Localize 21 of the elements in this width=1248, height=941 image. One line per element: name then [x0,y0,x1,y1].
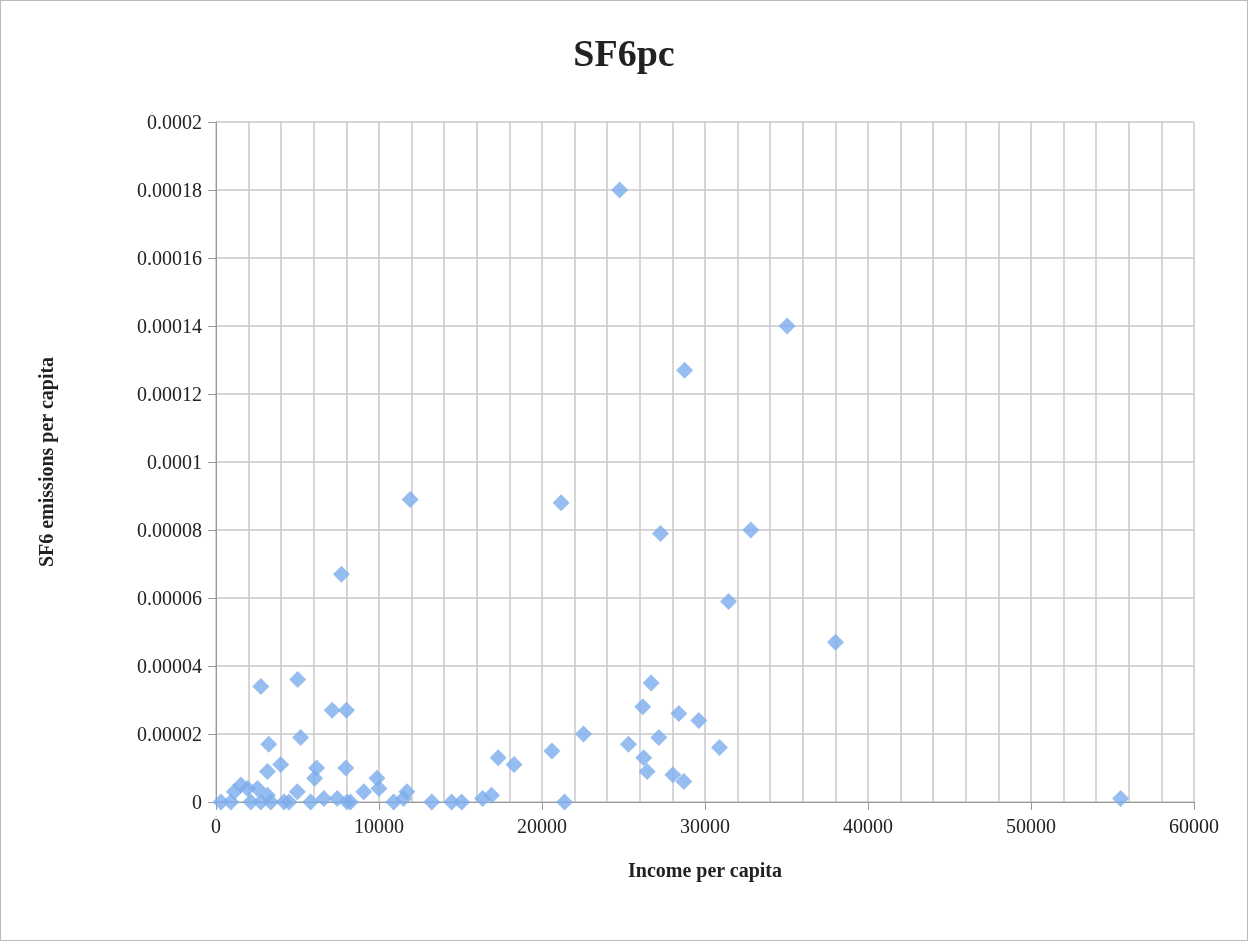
x-tick-label: 30000 [680,815,730,837]
y-tick-label: 0.00004 [137,655,202,677]
y-tick-label: 0.00008 [137,519,202,541]
x-tick-label: 10000 [354,815,404,837]
x-tick-label: 0 [211,815,221,837]
y-tick-label: 0 [192,791,202,813]
x-axis-title: Income per capita [627,859,783,882]
y-tick-label: 0.00002 [137,723,202,745]
y-tick-label: 0.00006 [137,587,202,609]
x-tick-label: 60000 [1169,815,1219,837]
y-tick-label: 0.00014 [137,315,202,337]
y-tick-label: 0.00018 [137,179,202,201]
y-tick-label: 0.0002 [147,111,202,133]
x-tick-label: 50000 [1006,815,1056,837]
x-tick-label: 20000 [517,815,567,837]
y-tick-label: 0.00012 [137,383,202,405]
y-tick-label: 0.00016 [137,247,202,269]
x-tick-label: 40000 [843,815,893,837]
y-axis-title: SF6 emissions per capita [35,356,58,568]
y-tick-label: 0.0001 [147,451,202,473]
chart-title: SF6pc [573,32,675,74]
